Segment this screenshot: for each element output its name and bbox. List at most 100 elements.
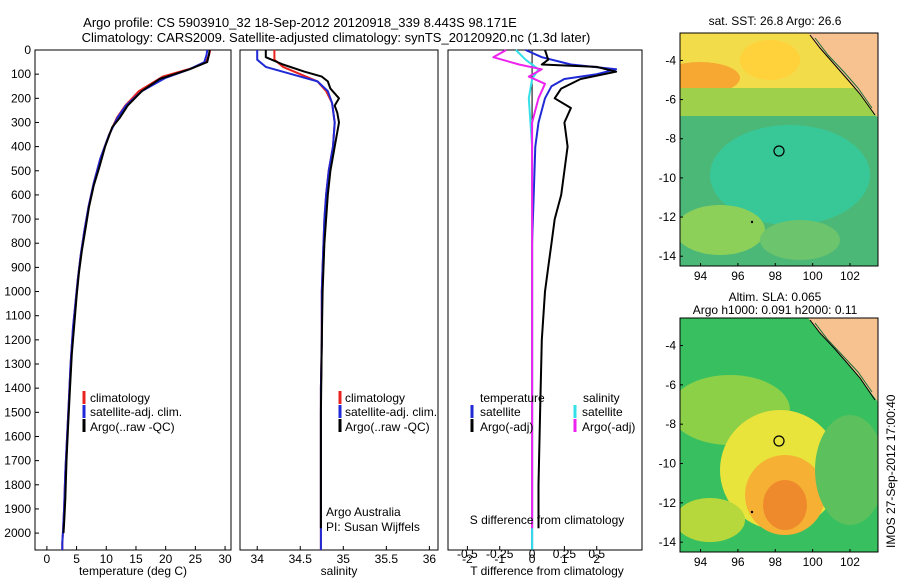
xtick-label: 1 bbox=[561, 552, 568, 566]
difference-series-1 bbox=[537, 49, 618, 529]
ytick-label: 400 bbox=[11, 140, 31, 154]
map-ytick-label: -8 bbox=[665, 417, 676, 431]
salinity-plot-frame bbox=[239, 49, 439, 551]
salinity-series bbox=[256, 50, 340, 550]
difference-series bbox=[492, 49, 618, 550]
sst-map-dot bbox=[750, 220, 754, 224]
map-xtick-label: 94 bbox=[694, 269, 708, 283]
sla-map-argo-marker bbox=[773, 435, 785, 447]
ytick-label: 800 bbox=[11, 236, 31, 250]
sst-map-argo-marker bbox=[773, 145, 785, 157]
difference-legend-title-salinity: salinity bbox=[583, 391, 620, 405]
difference-xlabel2: S difference from climatology bbox=[470, 513, 625, 527]
xtick-label: -2 bbox=[462, 552, 473, 566]
sst-map-title: sat. SST: 26.8 Argo: 26.6 bbox=[709, 14, 842, 28]
map-ytick-label: -12 bbox=[659, 496, 677, 510]
ytick-label: 1000 bbox=[4, 285, 31, 299]
salinity-ticks: 34 34.5 35 35.5 36 bbox=[251, 546, 437, 566]
map-xtick-label: 102 bbox=[840, 269, 860, 283]
ytick-label: 700 bbox=[11, 212, 31, 226]
map-xtick-label: 96 bbox=[731, 555, 745, 569]
map-ytick-label: -8 bbox=[665, 132, 676, 146]
figure-title-line1: Argo profile: CS 5903910_32 18-Sep-2012 … bbox=[83, 15, 517, 30]
sst-map-panel: sat. SST: 26.8 Argo: 26.6 94 96 98 100 102 -4… bbox=[659, 14, 879, 283]
ytick-label: 1700 bbox=[4, 454, 31, 468]
sst-map-ticks: 94 96 98 100 102 -4 -6 -8 -10 -12 -14 bbox=[659, 53, 861, 283]
salinity-annotation-line1: Argo Australia bbox=[326, 505, 401, 519]
xtick-label: 36 bbox=[423, 552, 437, 566]
map-ytick-label: -6 bbox=[665, 93, 676, 107]
salinity-diff-tick-label: -0.5 bbox=[457, 547, 478, 561]
xtick-label: 0 bbox=[529, 552, 536, 566]
salinity-legend-argo: Argo(..raw -QC) bbox=[345, 420, 430, 434]
temperature-legend-argo: Argo(..raw -QC) bbox=[90, 420, 175, 434]
xtick-label: 2 bbox=[593, 552, 600, 566]
ytick-label: 200 bbox=[11, 91, 31, 105]
xtick-label: 25 bbox=[189, 552, 203, 566]
difference-ticks: -2 -1 0 1 2 bbox=[462, 546, 600, 566]
temperature-legend-satellite: satellite-adj. clim. bbox=[90, 405, 182, 419]
ytick-label: 1200 bbox=[4, 333, 31, 347]
sla-map-panel: Altim. SLA: 0.065 Argo h1000: 0.091 h200… bbox=[659, 290, 879, 569]
xtick-label: 30 bbox=[218, 552, 232, 566]
xtick-label: 34 bbox=[251, 552, 265, 566]
ytick-label: 1800 bbox=[4, 478, 31, 492]
map-ytick-label: -4 bbox=[665, 53, 676, 67]
difference-legend-s-satellite: satellite bbox=[582, 405, 623, 419]
temperature-series bbox=[61, 49, 212, 550]
ytick-label: 1100 bbox=[5, 309, 31, 323]
sst-map-field bbox=[680, 33, 878, 266]
map-xtick-label: 98 bbox=[769, 269, 783, 283]
map-ytick-label: -14 bbox=[659, 535, 677, 549]
difference-legend-s-argo: Argo(-adj) bbox=[582, 420, 635, 434]
map-ytick-label: -10 bbox=[659, 171, 677, 185]
salinity-series-2 bbox=[264, 50, 340, 529]
map-ytick-label: -4 bbox=[665, 339, 676, 353]
ytick-label: 1600 bbox=[4, 429, 31, 443]
sla-map-ticks: 94 96 98 100 102 -4 -6 -8 -10 -12 -14 bbox=[659, 339, 861, 569]
salinity-difference-ticks: -0.5 -0.25 0 0.25 0.5 bbox=[457, 547, 605, 561]
sla-map-land bbox=[808, 318, 878, 402]
salinity-diff-tick-label: 0.5 bbox=[588, 547, 605, 561]
temperature-panel: 0 5 10 15 20 25 300100200300400500600700800900… bbox=[4, 43, 232, 578]
xtick-label: -1 bbox=[494, 552, 505, 566]
xtick-label: 34.5 bbox=[289, 552, 313, 566]
ytick-label: 1300 bbox=[4, 357, 31, 371]
map-xtick-label: 98 bbox=[769, 555, 783, 569]
difference-legend-title-temperature: temperature bbox=[480, 391, 545, 405]
salinity-diff-tick-label: 0.25 bbox=[553, 547, 577, 561]
map-ytick-label: -12 bbox=[659, 210, 677, 224]
sla-map-dot bbox=[750, 510, 754, 514]
difference-legend-t-satellite: satellite bbox=[480, 405, 521, 419]
sla-map-title-line2: Argo h1000: 0.091 h2000: 0.11 bbox=[693, 303, 858, 317]
salinity-diff-tick-label: 0 bbox=[529, 547, 536, 561]
map-ytick-label: -6 bbox=[665, 378, 676, 392]
ytick-label: 1900 bbox=[4, 502, 31, 516]
ytick-label: 1500 bbox=[4, 405, 31, 419]
ytick-label: 0 bbox=[24, 43, 31, 57]
salinity-legend-climatology: climatology bbox=[345, 391, 405, 405]
salinity-annotation-line2: PI: Susan Wijffels bbox=[326, 520, 420, 534]
map-xtick-label: 100 bbox=[803, 269, 823, 283]
map-xtick-label: 102 bbox=[840, 555, 860, 569]
imos-watermark: IMOS 27-Sep-2012 17:00:40 bbox=[884, 394, 898, 548]
xtick-label: 0 bbox=[44, 552, 51, 566]
sla-map-title-line1: Altim. SLA: 0.065 bbox=[729, 290, 822, 304]
temperature-ticks: 0 5 10 15 20 25 300100200300400500600700800900… bbox=[4, 43, 232, 566]
salinity-legend-satellite: satellite-adj. clim. bbox=[345, 405, 437, 419]
temperature-series-2 bbox=[62, 49, 211, 534]
xtick-label: 5 bbox=[73, 552, 80, 566]
difference-legend-t-argo: Argo(-adj) bbox=[480, 420, 533, 434]
map-ytick-label: -10 bbox=[659, 457, 677, 471]
salinity-diff-tick-label: -0.25 bbox=[486, 547, 514, 561]
sla-map-frame bbox=[679, 317, 879, 553]
difference-panel: -2 -1 0 1 2 S difference from climatology -0… bbox=[447, 49, 643, 578]
map-xtick-label: 94 bbox=[694, 555, 708, 569]
sla-map-field bbox=[680, 318, 878, 552]
xtick-label: 35 bbox=[337, 552, 351, 566]
xtick-label: 35.5 bbox=[375, 552, 399, 566]
temperature-plot-frame bbox=[34, 49, 232, 551]
map-ytick-label: -14 bbox=[659, 249, 677, 263]
figure-title-line2: Climatology: CARS2009. Satellite-adjuste… bbox=[82, 30, 591, 45]
